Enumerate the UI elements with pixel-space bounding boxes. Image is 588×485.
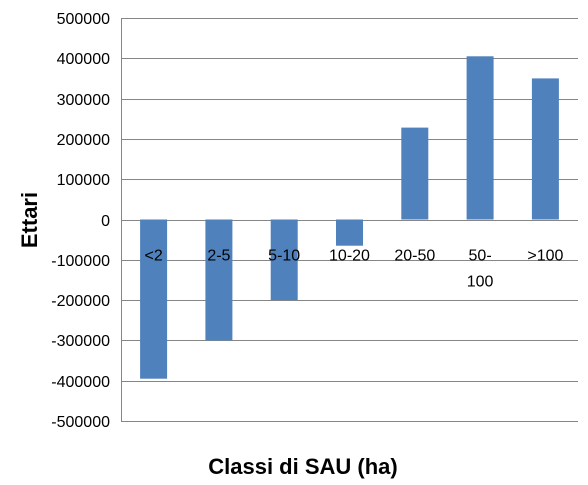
x-tick-label: 10-20: [329, 248, 370, 265]
bars: [140, 56, 559, 379]
x-tick-label: >100: [527, 248, 563, 265]
x-tick-labels: <2 2-5 5-10 10-20 20-50 50- 100 >100: [144, 248, 563, 291]
y-tick-label: -300000: [51, 333, 110, 350]
bar-4: [336, 219, 363, 246]
x-tick-label: 50-: [469, 248, 492, 265]
y-tick-label: 400000: [57, 51, 110, 68]
y-tick-label: 200000: [57, 132, 110, 149]
bar-1: [140, 219, 168, 379]
bar-5: [401, 127, 429, 220]
x-tick-label: 5-10: [268, 248, 300, 265]
x-tick-label: <2: [144, 248, 162, 265]
bar-7: [531, 78, 559, 220]
y-tick-labels: 500000 400000 300000 200000 100000 0 -100000 -2…: [51, 11, 110, 431]
y-tick-label: 300000: [57, 92, 110, 109]
y-tick-label: -500000: [51, 414, 110, 431]
bar-2: [205, 219, 233, 341]
bar-3: [270, 219, 298, 301]
x-tick-label: 2-5: [207, 248, 230, 265]
y-tick-label: 0: [101, 213, 110, 230]
y-axis-title: Ettari: [17, 192, 42, 248]
y-tick-label: -400000: [51, 374, 110, 391]
x-tick-label: 20-50: [394, 248, 435, 265]
x-axis-title: Classi di SAU (ha): [208, 454, 397, 479]
x-tick-label: 100: [467, 274, 494, 291]
y-tick-label: 100000: [57, 172, 110, 189]
y-tick-label: 500000: [57, 11, 110, 28]
y-tick-label: -200000: [51, 293, 110, 310]
bar-6: [466, 56, 494, 220]
y-tick-label: -100000: [51, 253, 110, 270]
